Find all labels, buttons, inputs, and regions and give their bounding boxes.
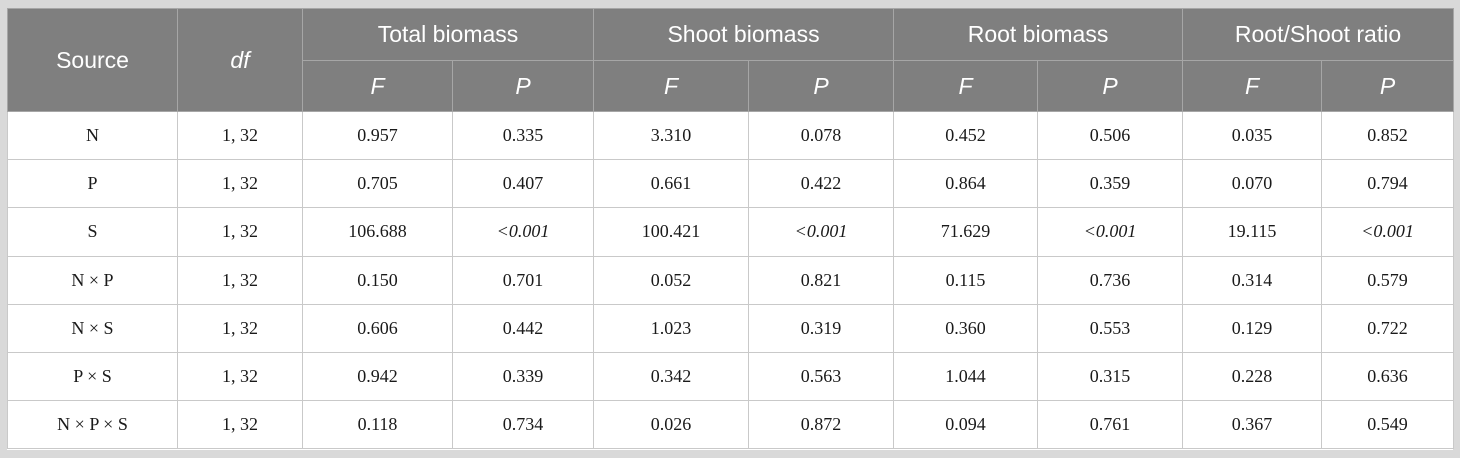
cell-df: 1, 32	[177, 351, 303, 402]
cell-df: 1, 32	[177, 400, 303, 450]
cell-source: N × S	[7, 303, 178, 353]
cell-total-f: 0.942	[302, 351, 453, 402]
cell-root-p: 0.506	[1037, 110, 1184, 161]
cell-source: N × P × S	[7, 400, 178, 450]
header-root-f: F	[893, 60, 1039, 112]
cell-shoot-p: 0.078	[747, 110, 895, 161]
header-shoot-biomass: Shoot biomass	[592, 8, 895, 61]
cell-root-p: <0.001	[1037, 207, 1184, 257]
cell-df: 1, 32	[177, 255, 303, 305]
header-source: Source	[7, 8, 178, 112]
cell-shoot-p: <0.001	[747, 207, 895, 257]
header-root-shoot-ratio: Root/Shoot ratio	[1182, 8, 1455, 61]
cell-df: 1, 32	[177, 207, 303, 257]
cell-ratio-f: 0.228	[1182, 351, 1323, 402]
cell-root-f: 0.864	[893, 159, 1039, 209]
anova-table-frame: Source df Total biomass Shoot biomass Ro…	[7, 8, 1455, 450]
cell-total-p: 0.335	[452, 110, 594, 161]
anova-results-table: Source df Total biomass Shoot biomass Ro…	[7, 8, 1455, 450]
header-shoot-f: F	[593, 60, 749, 112]
cell-total-f: 0.957	[302, 110, 453, 161]
cell-shoot-f: 3.310	[593, 110, 749, 161]
table-row: P × S 1, 32 0.942 0.339 0.342 0.563 1.04…	[7, 351, 1455, 402]
cell-ratio-f: 0.314	[1182, 255, 1323, 305]
header-root-p: P	[1037, 60, 1184, 112]
cell-ratio-f: 19.115	[1182, 207, 1323, 257]
cell-shoot-p: 0.563	[747, 351, 895, 402]
header-shoot-p: P	[747, 60, 895, 112]
cell-ratio-p: 0.579	[1321, 255, 1455, 305]
header-row-stats: F P F P F P F P	[8, 60, 1455, 112]
header-row-groups: Source df Total biomass Shoot biomass Ro…	[7, 8, 1455, 112]
cell-root-f: 1.044	[893, 351, 1039, 402]
cell-shoot-f: 100.421	[593, 207, 749, 257]
header-total-f: F	[302, 60, 453, 112]
header-df: df	[177, 8, 303, 112]
cell-shoot-p: 0.872	[747, 400, 895, 450]
table-row: P 1, 32 0.705 0.407 0.661 0.422 0.864 0.…	[7, 159, 1455, 209]
cell-total-p: 0.701	[452, 255, 594, 305]
cell-total-f: 0.606	[302, 303, 453, 353]
cell-shoot-f: 0.052	[593, 255, 749, 305]
cell-df: 1, 32	[177, 303, 303, 353]
cell-root-p: 0.359	[1037, 159, 1184, 209]
cell-ratio-p: 0.794	[1321, 159, 1455, 209]
cell-ratio-p: 0.549	[1321, 400, 1455, 450]
cell-df: 1, 32	[177, 110, 303, 161]
cell-source: P	[7, 159, 178, 209]
cell-shoot-f: 0.342	[593, 351, 749, 402]
cell-ratio-f: 0.070	[1182, 159, 1323, 209]
cell-root-p: 0.553	[1037, 303, 1184, 353]
table-row: N 1, 32 0.957 0.335 3.310 0.078 0.452 0.…	[7, 110, 1455, 161]
cell-root-p: 0.761	[1037, 400, 1184, 450]
table-row: N × P × S 1, 32 0.118 0.734 0.026 0.872 …	[7, 400, 1455, 450]
cell-root-f: 0.115	[893, 255, 1039, 305]
table-row: N × P 1, 32 0.150 0.701 0.052 0.821 0.11…	[7, 255, 1455, 305]
cell-root-f: 0.094	[893, 400, 1039, 450]
cell-ratio-p: <0.001	[1321, 207, 1455, 257]
cell-total-p: 0.442	[452, 303, 594, 353]
header-ratio-p: P	[1321, 60, 1455, 112]
cell-total-p: <0.001	[452, 207, 594, 257]
table-row: S 1, 32 106.688 <0.001 100.421 <0.001 71…	[7, 207, 1455, 257]
cell-ratio-f: 0.367	[1182, 400, 1323, 450]
cell-total-p: 0.734	[452, 400, 594, 450]
cell-source: S	[7, 207, 178, 257]
cell-root-p: 0.315	[1037, 351, 1184, 402]
cell-shoot-f: 0.661	[593, 159, 749, 209]
cell-ratio-p: 0.636	[1321, 351, 1455, 402]
cell-total-f: 0.705	[302, 159, 453, 209]
cell-ratio-p: 0.722	[1321, 303, 1455, 353]
cell-total-f: 0.150	[302, 255, 453, 305]
cell-source: N	[7, 110, 178, 161]
header-root-biomass: Root biomass	[893, 8, 1184, 61]
cell-root-f: 71.629	[893, 207, 1039, 257]
cell-root-f: 0.452	[893, 110, 1039, 161]
cell-ratio-p: 0.852	[1321, 110, 1455, 161]
cell-df: 1, 32	[177, 159, 303, 209]
cell-shoot-p: 0.422	[747, 159, 895, 209]
cell-ratio-f: 0.035	[1182, 110, 1323, 161]
cell-ratio-f: 0.129	[1182, 303, 1323, 353]
cell-total-f: 0.118	[302, 400, 453, 450]
cell-total-p: 0.407	[452, 159, 594, 209]
cell-total-p: 0.339	[452, 351, 594, 402]
cell-shoot-f: 1.023	[593, 303, 749, 353]
cell-source: P × S	[7, 351, 178, 402]
cell-shoot-f: 0.026	[593, 400, 749, 450]
cell-shoot-p: 0.821	[747, 255, 895, 305]
header-total-biomass: Total biomass	[302, 8, 594, 61]
cell-total-f: 106.688	[302, 207, 453, 257]
cell-shoot-p: 0.319	[747, 303, 895, 353]
cell-source: N × P	[7, 255, 178, 305]
cell-root-f: 0.360	[893, 303, 1039, 353]
table-row: N × S 1, 32 0.606 0.442 1.023 0.319 0.36…	[7, 303, 1455, 353]
header-total-p: P	[452, 60, 594, 112]
cell-root-p: 0.736	[1037, 255, 1184, 305]
header-ratio-f: F	[1182, 60, 1323, 112]
